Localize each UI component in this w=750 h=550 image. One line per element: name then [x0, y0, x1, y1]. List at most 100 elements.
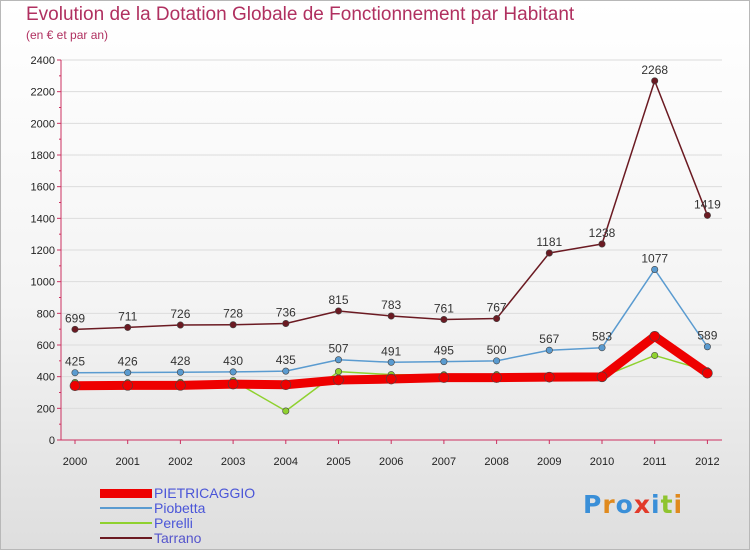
x-tick-label: 2002 — [168, 456, 192, 468]
chart-subtitle: (en € et par an) — [26, 28, 109, 42]
x-tick-label: 2001 — [115, 456, 139, 468]
data-point-pietricaggio — [122, 380, 133, 391]
x-tick-label: 2007 — [432, 456, 456, 468]
data-label-tarrano: 767 — [487, 301, 507, 315]
data-label-piobetta: 1077 — [641, 251, 668, 265]
data-point-pietricaggio — [333, 374, 344, 386]
data-label-tarrano: 2268 — [641, 63, 668, 77]
y-tick-label: 1600 — [31, 182, 55, 194]
data-label-tarrano: 783 — [381, 298, 401, 312]
x-tick-label: 2008 — [484, 456, 508, 468]
y-tick-label: 2400 — [31, 55, 55, 67]
data-point-perelli — [282, 407, 290, 415]
data-label-tarrano: 728 — [223, 307, 243, 321]
data-label-piobetta: 428 — [170, 354, 190, 368]
data-label-piobetta: 567 — [539, 332, 559, 346]
data-point-piobetta — [440, 358, 448, 366]
x-tick-label: 2000 — [63, 456, 87, 468]
data-label-tarrano: 736 — [276, 305, 296, 319]
data-point-piobetta — [229, 368, 237, 376]
data-label-piobetta: 491 — [381, 344, 401, 358]
data-label-piobetta: 430 — [223, 354, 243, 368]
data-point-piobetta — [598, 344, 606, 352]
data-point-pietricaggio — [649, 330, 661, 342]
data-point-tarrano — [703, 211, 711, 219]
data-point-piobetta — [71, 369, 79, 377]
y-tick-label: 2000 — [31, 118, 55, 130]
y-tick-label: 1000 — [31, 277, 55, 289]
data-label-piobetta: 426 — [118, 355, 138, 369]
y-tick-label: 800 — [37, 308, 55, 320]
x-tick-label: 2011 — [643, 456, 667, 468]
data-point-tarrano — [334, 307, 342, 315]
legend-label: PIETRICAGGIO — [154, 485, 256, 501]
y-tick-label: 1200 — [31, 245, 55, 257]
data-point-piobetta — [124, 369, 132, 377]
x-tick-label: 2004 — [274, 456, 298, 468]
data-label-tarrano: 711 — [118, 309, 137, 323]
x-tick-label: 2006 — [379, 456, 403, 468]
data-label-tarrano: 1181 — [536, 235, 562, 249]
legend-swatch — [100, 489, 152, 498]
data-label-piobetta: 500 — [487, 343, 507, 357]
legend-label: Piobetta — [154, 500, 206, 516]
data-point-tarrano — [387, 312, 395, 320]
data-point-piobetta — [334, 356, 342, 364]
data-point-perelli — [334, 368, 342, 376]
y-tick-label: 600 — [37, 340, 55, 352]
legend-label: Tarrano — [154, 530, 202, 546]
x-tick-label: 2009 — [537, 456, 561, 468]
data-point-tarrano — [71, 325, 79, 333]
data-point-piobetta — [282, 367, 290, 375]
series-line-tarrano — [74, 80, 709, 331]
data-label-tarrano: 1238 — [589, 226, 616, 240]
data-point-tarrano — [282, 319, 290, 327]
data-point-piobetta — [703, 343, 711, 351]
data-point-pietricaggio — [596, 371, 608, 383]
data-label-piobetta: 495 — [434, 344, 454, 358]
data-point-tarrano — [493, 315, 501, 323]
y-tick-label: 1800 — [31, 150, 55, 162]
legend-swatch — [100, 537, 152, 539]
x-tick-label: 2005 — [326, 456, 350, 468]
data-label-piobetta: 507 — [328, 342, 348, 356]
legend-label: Perelli — [154, 515, 193, 531]
data-point-pietricaggio — [280, 379, 292, 391]
data-point-tarrano — [651, 77, 659, 85]
data-label-piobetta: 583 — [592, 330, 612, 344]
x-tick-label: 2012 — [695, 456, 719, 468]
data-label-piobetta: 435 — [276, 353, 296, 367]
data-point-pietricaggio — [438, 372, 450, 383]
x-tick-label: 2003 — [221, 456, 245, 468]
data-label-tarrano: 815 — [328, 293, 348, 307]
data-point-piobetta — [545, 346, 553, 354]
legend-swatch — [100, 522, 152, 524]
data-label-tarrano: 726 — [170, 307, 190, 321]
data-point-pietricaggio — [69, 380, 81, 391]
y-tick-label: 0 — [49, 435, 55, 447]
data-label-tarrano: 761 — [434, 302, 454, 316]
data-point-pietricaggio — [543, 371, 555, 383]
data-label-tarrano: 699 — [65, 311, 85, 325]
y-tick-label: 200 — [37, 403, 55, 415]
legend-swatch — [100, 507, 152, 509]
y-tick-label: 1400 — [31, 213, 55, 225]
data-point-tarrano — [598, 240, 606, 248]
data-point-tarrano — [124, 323, 132, 331]
y-tick-label: 400 — [37, 372, 55, 384]
data-point-tarrano — [176, 321, 184, 329]
data-point-tarrano — [545, 249, 553, 257]
data-point-pietricaggio — [385, 373, 397, 385]
data-label-tarrano: 1419 — [694, 197, 721, 211]
data-label-piobetta: 425 — [65, 355, 85, 369]
data-point-pietricaggio — [227, 378, 239, 390]
x-tick-label: 2010 — [590, 456, 614, 468]
chart-title: Evolution de la Dotation Globale de Fonc… — [26, 4, 575, 25]
data-point-piobetta — [176, 368, 184, 376]
data-point-pietricaggio — [491, 372, 502, 383]
proxiti-logo: Proxiti — [583, 490, 684, 519]
data-point-pietricaggio — [175, 380, 186, 391]
y-tick-label: 2200 — [31, 87, 55, 99]
data-point-pietricaggio — [702, 367, 713, 379]
